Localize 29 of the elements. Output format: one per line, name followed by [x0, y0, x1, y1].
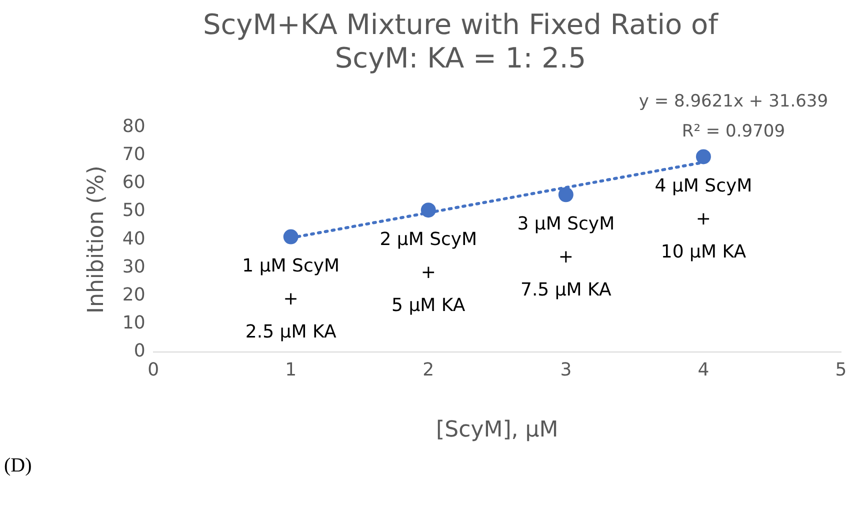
text: ScyM: KA = 1: 2.5	[334, 42, 586, 75]
y-axis-title: Inhibition (%)	[84, 166, 109, 314]
text: ScyM+KA Mixture with Fixed Ratio of	[202, 8, 718, 42]
x-tick-label: 2	[422, 359, 434, 380]
y-tick-label: 0	[134, 340, 146, 362]
point	[696, 149, 711, 164]
x-tick-label: 4	[698, 359, 710, 380]
point	[420, 202, 436, 218]
x-tick-label: 1	[285, 359, 297, 380]
x-tick-label: 0	[148, 359, 160, 380]
annotation: y = 8.9621x + 31.639 R² = 0.9709	[638, 92, 828, 142]
x-tick-label: 5	[835, 359, 847, 380]
x-axis-title: [ScyM], μM	[436, 418, 558, 443]
text: (D)	[4, 454, 32, 476]
point	[283, 229, 298, 244]
annotation: 3 μM ScyM + 7.5 μM KA	[517, 213, 615, 300]
y-tick-label: 10	[122, 312, 146, 334]
y-tick-label: 60	[122, 172, 146, 194]
y-tick-label: 50	[122, 200, 146, 222]
y-tick-label: 30	[122, 256, 146, 278]
y-tick-label: 20	[122, 284, 146, 306]
point	[558, 187, 574, 202]
annotation: 4 μM ScyM + 10 μM KA	[654, 175, 752, 262]
y-tick-label: 80	[122, 116, 146, 137]
x-tick-label: 3	[560, 359, 572, 380]
annotation: 2 μM ScyM + 5 μM KA	[380, 228, 478, 316]
y-tick-label: 70	[122, 144, 146, 165]
annotation: 1 μM ScyM + 2.5 μM KA	[242, 255, 340, 342]
y-tick-label: 40	[122, 228, 146, 250]
